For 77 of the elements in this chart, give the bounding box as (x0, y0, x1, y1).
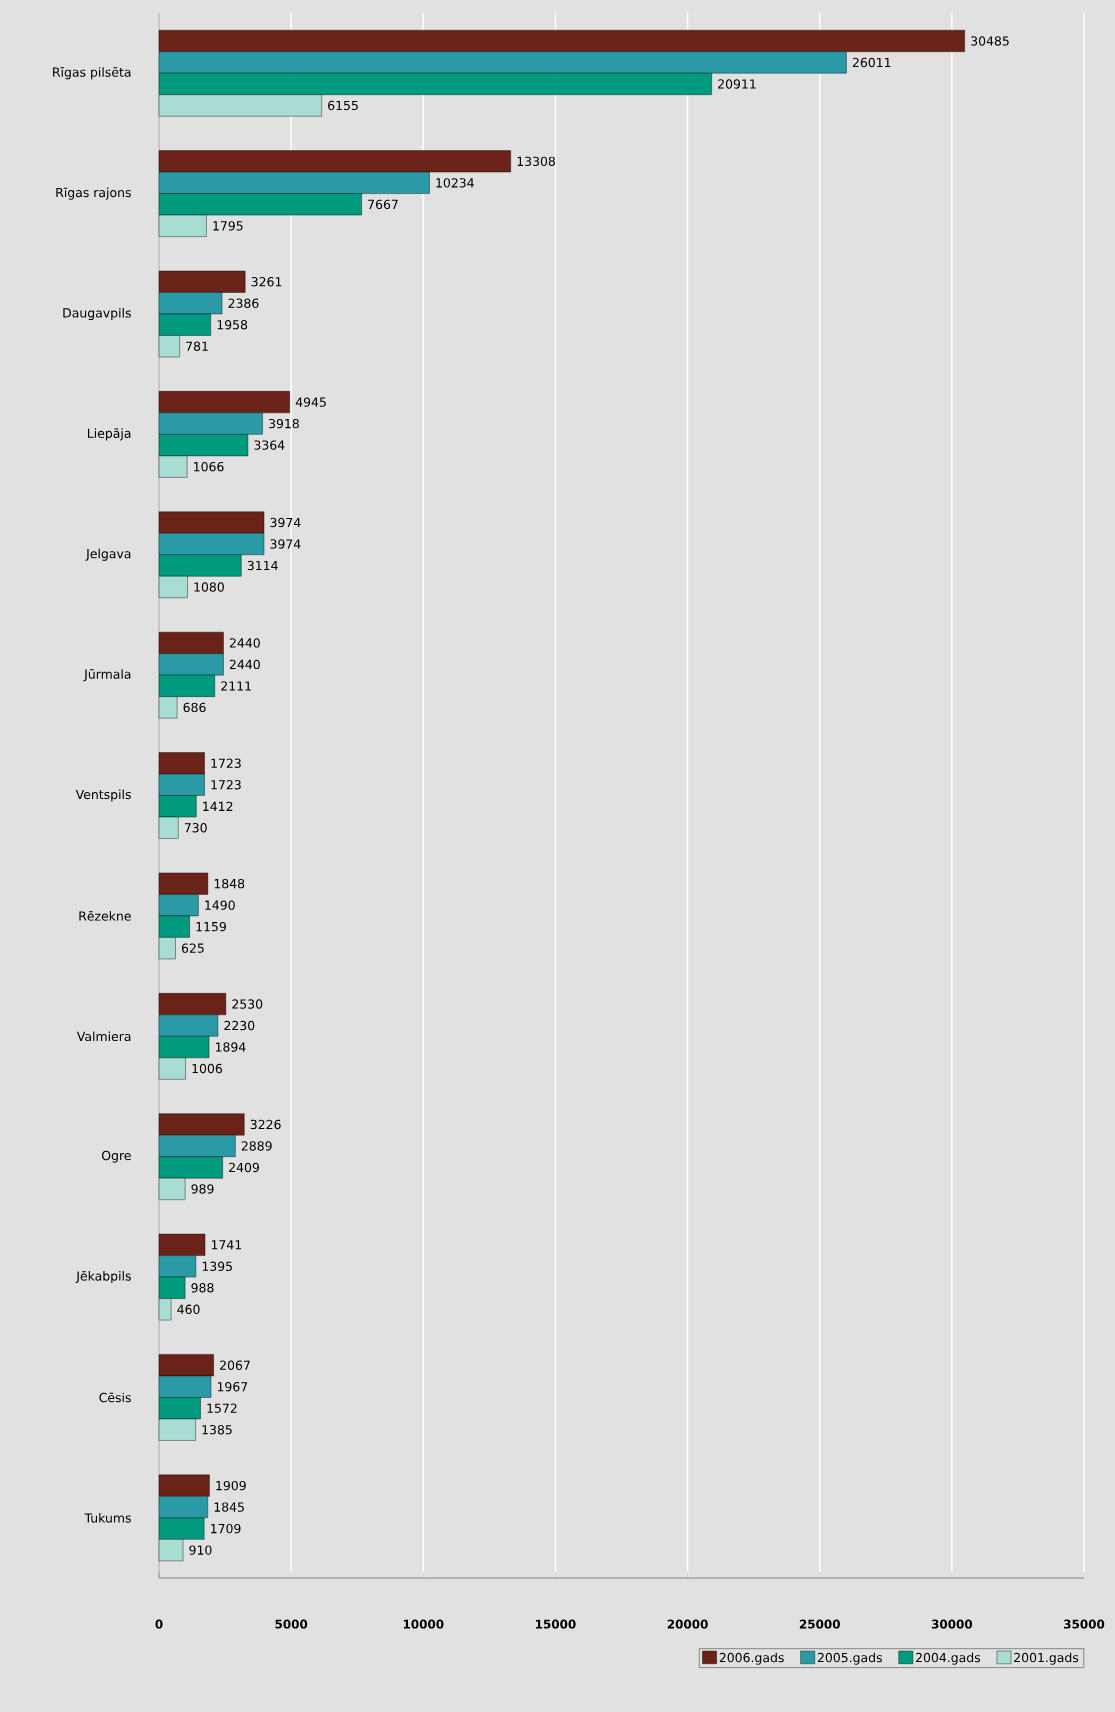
y-tick-label: Ventspils (75, 789, 131, 802)
data-label: 30485 (971, 36, 1009, 46)
data-label: 1490 (205, 900, 235, 910)
data-label: 2386 (228, 298, 259, 308)
data-label: 2111 (221, 681, 251, 691)
data-label: 2530 (232, 999, 263, 1009)
legend-label: 2001.gads (1014, 1652, 1079, 1665)
data-label: 13308 (517, 156, 555, 167)
data-label: 1385 (202, 1424, 232, 1435)
data-label: 3918 (269, 418, 299, 429)
data-label: 686 (183, 702, 206, 713)
legend-label: 2004.gads (916, 1652, 981, 1665)
data-label: 2067 (220, 1360, 250, 1370)
data-label: 1795 (213, 221, 243, 231)
y-tick-label: Ogre (101, 1150, 131, 1163)
data-label: 3974 (270, 517, 301, 528)
data-label: 10234 (436, 178, 474, 188)
data-label: 1909 (216, 1480, 246, 1491)
data-label: 3261 (251, 277, 282, 287)
data-label: 1572 (207, 1403, 237, 1413)
data-label: 3974 (270, 539, 301, 549)
y-tick-label: Rīgas pilsēta (53, 67, 131, 80)
x-tick-label: 20000 (667, 1619, 708, 1629)
data-label: 910 (189, 1545, 212, 1555)
data-label: 2889 (241, 1141, 272, 1151)
data-label: 20911 (718, 79, 756, 89)
x-tick-label: 15000 (535, 1619, 576, 1629)
data-label: 730 (184, 823, 207, 833)
y-tick-label: Jūrmala (83, 669, 131, 682)
y-tick-label: Jelgava (85, 548, 131, 561)
data-label: 1723 (211, 758, 241, 768)
data-label: 1412 (203, 801, 233, 811)
data-label: 1958 (217, 320, 248, 330)
y-tick-label: Rīgas rajons (56, 187, 131, 200)
data-label: 2230 (224, 1020, 255, 1031)
data-label: 6155 (328, 100, 358, 111)
data-label: 989 (191, 1184, 214, 1194)
data-label: 3364 (254, 440, 285, 450)
data-label: 3226 (250, 1119, 281, 1130)
x-tick-label: 35000 (1064, 1619, 1105, 1629)
data-label: 2409 (229, 1162, 259, 1173)
data-label: 3114 (247, 560, 278, 571)
data-label: 988 (191, 1283, 214, 1293)
data-label: 7667 (368, 199, 398, 210)
data-label: 4945 (295, 397, 326, 407)
y-tick-label: Jēkabpils (75, 1271, 131, 1284)
data-label: 1159 (196, 921, 226, 932)
data-label: 2440 (229, 659, 260, 670)
data-label: 1848 (214, 878, 245, 889)
x-tick-label: 0 (155, 1619, 163, 1629)
data-label: 460 (177, 1304, 200, 1315)
data-label: 26011 (852, 57, 891, 68)
data-label: 1894 (215, 1042, 246, 1052)
data-label: 1066 (194, 461, 224, 472)
legend-label: 2006.gads (719, 1652, 784, 1665)
data-label: 781 (186, 341, 208, 351)
data-label: 625 (181, 943, 204, 953)
x-tick-label: 25000 (799, 1619, 840, 1629)
y-tick-label: Daugavpils (63, 307, 131, 321)
data-label: 1723 (211, 780, 241, 790)
x-tick-label: 5000 (275, 1619, 308, 1629)
data-label: 2440 (229, 638, 260, 648)
y-tick-label: Liepāja (88, 428, 131, 441)
data-label: 1967 (217, 1381, 248, 1392)
data-label: 1709 (211, 1523, 241, 1534)
data-label: 1741 (211, 1240, 242, 1250)
y-tick-label: Valmiera (76, 1031, 131, 1042)
data-label: 1395 (202, 1261, 232, 1272)
y-tick-label: Rēzekne (79, 911, 131, 921)
y-tick-label: Tukums (84, 1513, 131, 1523)
x-tick-label: 30000 (931, 1619, 973, 1629)
data-label: 1006 (192, 1063, 223, 1074)
data-label: 1845 (214, 1502, 244, 1512)
legend-label: 2005.gads (817, 1652, 882, 1665)
y-tick-label: Cēsis (99, 1392, 131, 1403)
x-tick-label: 10000 (403, 1619, 444, 1629)
data-label: 1080 (194, 582, 224, 592)
